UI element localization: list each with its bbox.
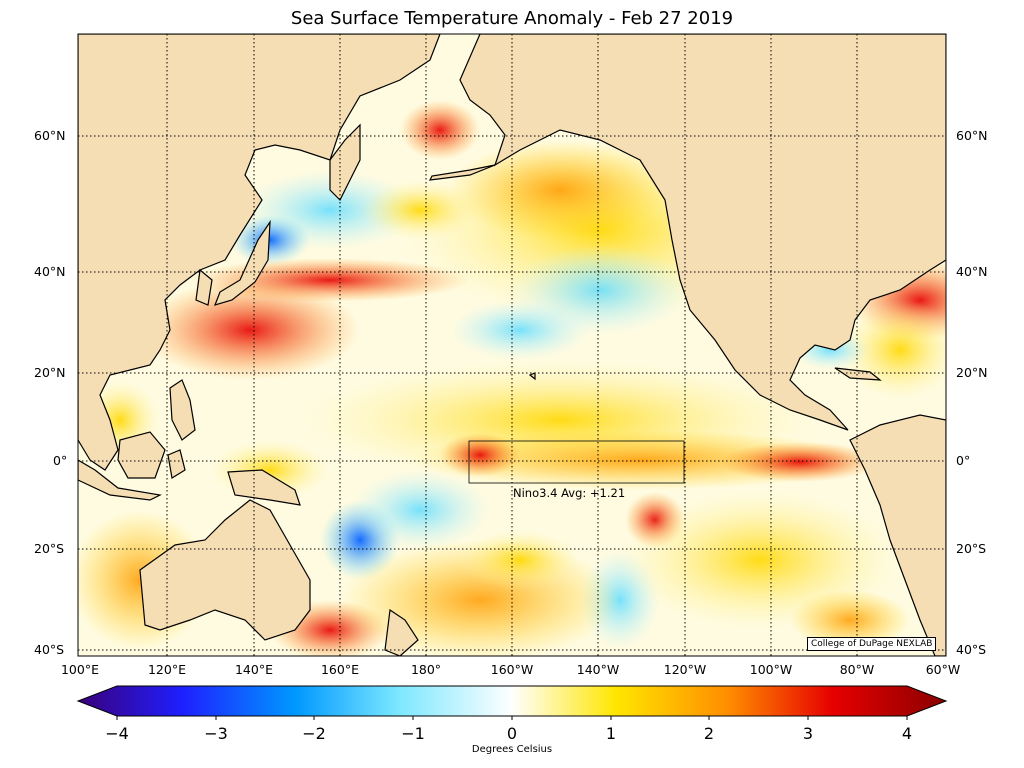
lon-label: 120°E <box>148 662 186 677</box>
north-america-landmass <box>459 34 946 431</box>
japan-islands <box>214 219 271 306</box>
australia-landmass <box>139 499 311 641</box>
new-zealand <box>384 608 419 656</box>
colorbar-tick: 2 <box>704 724 714 743</box>
lon-label: 80°W <box>840 662 875 677</box>
lat-label-right: 60°N <box>956 128 988 143</box>
lon-label: 140°W <box>577 662 619 677</box>
colorbar-tick: 4 <box>902 724 912 743</box>
land-masses <box>78 34 946 656</box>
colorbar-tick: 1 <box>606 724 616 743</box>
colorbar-tick: −3 <box>204 724 228 743</box>
lat-label-left: 60°N <box>34 128 66 143</box>
colorbar-tick: 3 <box>803 724 813 743</box>
lon-label: 120°W <box>664 662 706 677</box>
lat-label-left: 40°S <box>34 642 64 657</box>
new-guinea <box>227 469 301 506</box>
colorbar-label: Degrees Celsius <box>471 744 553 755</box>
lat-label-left: 0° <box>53 453 67 468</box>
colorbar-tick: −4 <box>105 724 129 743</box>
sulawesi <box>167 449 186 479</box>
lon-label: 100°E <box>61 662 99 677</box>
lon-label: 180° <box>411 662 441 677</box>
lon-label: 160°W <box>491 662 533 677</box>
lon-label: 160°E <box>321 662 359 677</box>
colorbar-tick: 0 <box>507 724 517 743</box>
lat-label-left: 40°N <box>34 264 66 279</box>
philippines <box>169 379 196 441</box>
nino34-label: Nino3.4 Avg: +1.21 <box>513 486 626 500</box>
sumatra-java <box>78 459 162 501</box>
lat-label-right: 40°N <box>956 264 988 279</box>
graticule <box>78 34 946 656</box>
colorbar-bar <box>76 685 948 717</box>
lon-label: 100°W <box>750 662 792 677</box>
colorbar: −4 −3 −2 −1 0 1 2 3 4 <box>76 685 948 743</box>
borneo <box>117 431 166 479</box>
lon-label: 140°E <box>235 662 273 677</box>
nino34-box <box>468 440 685 484</box>
aleutian-islands <box>428 164 496 181</box>
lat-label-right: 20°S <box>956 541 986 556</box>
credit-label: College of DuPage NEXLAB <box>807 637 937 651</box>
kamchatka-peninsula <box>329 123 361 202</box>
lat-label-left: 20°S <box>34 541 64 556</box>
colorbar-tick: −1 <box>401 724 425 743</box>
hawaii-island <box>528 372 536 381</box>
lat-label-left: 20°N <box>34 365 66 380</box>
lat-label-right: 20°N <box>956 365 988 380</box>
map-frame <box>77 33 947 657</box>
lat-label-right: 40°S <box>956 642 986 657</box>
korea-peninsula <box>195 268 213 306</box>
lat-label-right: 0° <box>956 453 970 468</box>
map-title: Sea Surface Temperature Anomaly - Feb 27… <box>290 8 734 29</box>
lon-label: 60°W <box>926 662 961 677</box>
colorbar-tick: −2 <box>302 724 326 743</box>
